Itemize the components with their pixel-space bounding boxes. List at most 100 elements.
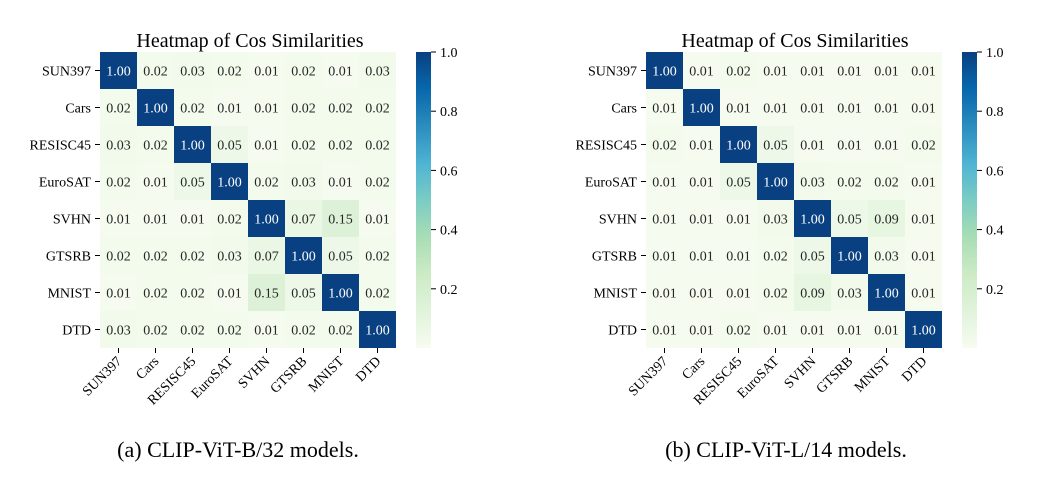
heatmap-cell (868, 52, 905, 89)
cell-value-label: 0.07 (291, 213, 316, 228)
panel-a-row-ticks: SUN397 Cars RESISC45 EuroSAT SVHN GTSRB MNIST D… (30, 65, 100, 339)
row-tick-label: SVHN (53, 213, 91, 228)
colorbar-gradient (416, 52, 431, 348)
heatmap-cell (720, 311, 757, 348)
row-tick-label: EuroSAT (585, 176, 638, 191)
col-tick-label: DTD (353, 354, 384, 385)
heatmap-cell (757, 126, 794, 163)
cell-value-label: 0.02 (106, 102, 131, 117)
cell-value-label: 0.02 (180, 287, 205, 302)
cell-value-label: 0.02 (291, 324, 316, 339)
heatmap-cell (322, 163, 359, 200)
cell-value-label: 0.02 (328, 102, 353, 117)
cell-value-label: 0.01 (800, 324, 825, 339)
cell-value-label: 0.03 (180, 65, 205, 80)
heatmap-cell (359, 126, 396, 163)
heatmap-cell (137, 163, 174, 200)
cell-value-label: 0.02 (254, 176, 279, 191)
cell-value-label: 0.01 (911, 65, 936, 80)
heatmap-cell (137, 126, 174, 163)
heatmap-cell (646, 200, 683, 237)
cell-value-label: 1.00 (652, 65, 677, 80)
heatmap-cell (646, 237, 683, 274)
heatmap-cell (868, 126, 905, 163)
heatmap-cell (248, 200, 285, 237)
colorbar-tick-label: 1.0 (440, 46, 458, 61)
cell-value-label: 0.01 (800, 102, 825, 117)
panel-b-caption: (b) CLIP-ViT-L/14 models. (665, 437, 907, 462)
row-tick-label: Cars (611, 102, 637, 117)
cell-value-label: 0.02 (763, 250, 788, 265)
heatmap-cell (285, 163, 322, 200)
cell-value-label: 0.01 (837, 65, 862, 80)
cell-value-label: 1.00 (180, 139, 205, 154)
row-tick-label: DTD (62, 324, 91, 339)
cell-value-label: 0.02 (180, 102, 205, 117)
heatmap-cell (794, 89, 831, 126)
heatmap-cell (285, 200, 322, 237)
cell-value-label: 0.05 (291, 287, 316, 302)
cell-value-label: 0.02 (726, 65, 751, 80)
heatmap-cell (757, 237, 794, 274)
cell-value-label: 0.01 (837, 139, 862, 154)
heatmap-cell (794, 274, 831, 311)
panel-a-caption: (a) CLIP-ViT-B/32 models. (117, 437, 359, 462)
col-tick-label: SUN397 (626, 354, 671, 399)
heatmap-cell (174, 126, 211, 163)
heatmap-cell (794, 163, 831, 200)
cell-value-label: 0.01 (874, 102, 899, 117)
cell-value-label: 1.00 (254, 213, 279, 228)
heatmap-cell (868, 163, 905, 200)
heatmap-cell (211, 89, 248, 126)
cell-value-label: 0.01 (652, 102, 677, 117)
cell-value-label: 1.00 (800, 213, 825, 228)
cell-value-label: 0.01 (763, 102, 788, 117)
cell-value-label: 0.15 (328, 213, 353, 228)
cell-value-label: 0.02 (291, 139, 316, 154)
panel-b-row-ticks: SUN397 Cars RESISC45 EuroSAT SVHN GTSRB MNIST D… (576, 65, 646, 339)
heatmap-cell (757, 89, 794, 126)
heatmap-cell (248, 89, 285, 126)
heatmap-cell (683, 200, 720, 237)
cell-value-label: 0.01 (254, 102, 279, 117)
heatmap-cell (646, 52, 683, 89)
cell-value-label: 0.01 (837, 102, 862, 117)
cell-value-label: 0.01 (652, 324, 677, 339)
cell-value-label: 0.03 (217, 250, 242, 265)
heatmap-panel-a: Heatmap of Cos Similarities 1.00 0.02 0.03… (30, 30, 458, 462)
heatmap-cell (285, 274, 322, 311)
panel-b-cells: 1.00 0.01 0.02 0.01 0.01 0.01 0.01 0.01 0.01 1.00… (646, 52, 942, 348)
cell-value-label: 0.02 (328, 139, 353, 154)
cell-value-label: 1.00 (911, 324, 936, 339)
cell-value-label: 0.01 (911, 102, 936, 117)
heatmap-cell (322, 52, 359, 89)
heatmap-cell (322, 89, 359, 126)
heatmap-cell (905, 126, 942, 163)
heatmap-cell (720, 52, 757, 89)
col-tick-label: GTSRB (268, 354, 311, 397)
heatmap-cell (322, 200, 359, 237)
cell-value-label: 0.03 (365, 65, 390, 80)
heatmap-cell (905, 89, 942, 126)
cell-value-label: 1.00 (365, 324, 390, 339)
cell-value-label: 0.01 (180, 213, 205, 228)
heatmap-cell (757, 311, 794, 348)
cell-value-label: 0.02 (328, 324, 353, 339)
heatmap-cell (100, 200, 137, 237)
cell-value-label: 0.01 (143, 213, 168, 228)
col-tick-label: Cars (134, 354, 163, 383)
heatmap-cell (322, 237, 359, 274)
cell-value-label: 0.02 (106, 176, 131, 191)
cell-value-label: 0.01 (800, 65, 825, 80)
heatmap-cell (683, 52, 720, 89)
heatmap-cell (322, 311, 359, 348)
heatmap-cell (720, 89, 757, 126)
heatmap-cell (174, 274, 211, 311)
cell-value-label: 0.01 (254, 65, 279, 80)
heatmap-cell (720, 200, 757, 237)
cell-value-label: 1.00 (217, 176, 242, 191)
heatmap-cell (100, 237, 137, 274)
heatmap-cell (359, 89, 396, 126)
cell-value-label: 0.01 (106, 213, 131, 228)
cell-value-label: 0.05 (328, 250, 353, 265)
